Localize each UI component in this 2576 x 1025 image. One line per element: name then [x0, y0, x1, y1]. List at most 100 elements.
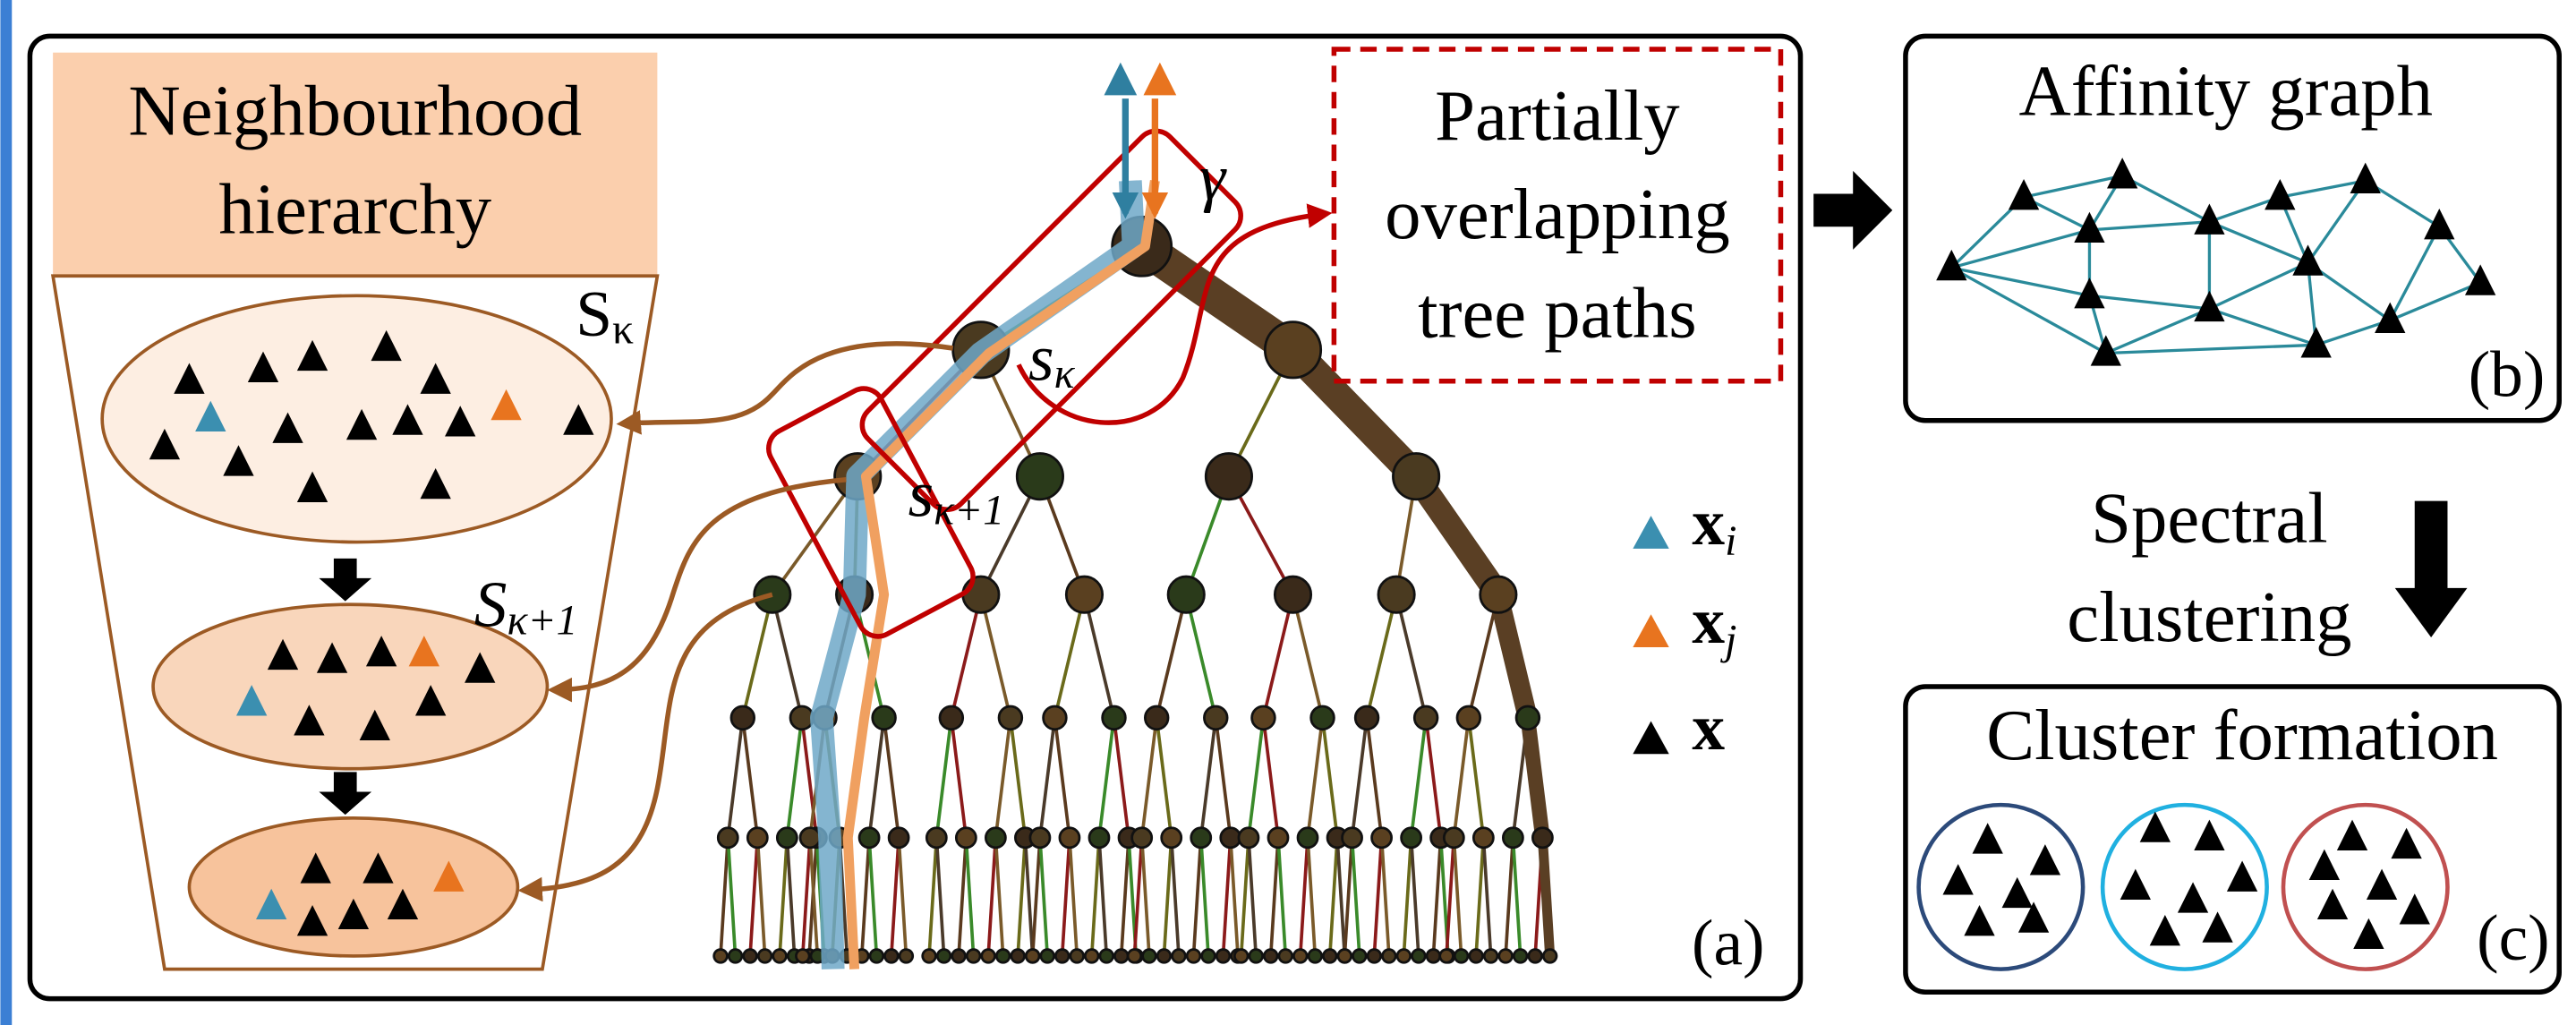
set-label: Sκ [576, 278, 634, 354]
tree-node [1114, 950, 1128, 963]
tree-node [1060, 828, 1079, 848]
tree-edge [1278, 838, 1285, 956]
symbol: S [576, 278, 612, 350]
point [2202, 911, 2232, 942]
graph-edge [1951, 268, 2105, 353]
symbol: S [474, 568, 508, 640]
point [2400, 893, 2430, 924]
tree-node [1503, 828, 1523, 848]
root-marker [1144, 63, 1177, 96]
tree-edge [1070, 838, 1077, 956]
tree-edge [995, 838, 1002, 956]
tree-edge [936, 718, 951, 838]
tree-node [1393, 453, 1438, 499]
tree-node [1191, 828, 1211, 848]
set-ellipse [189, 818, 517, 956]
tree-node [1157, 950, 1171, 963]
tree-edge [936, 838, 943, 956]
tree-edge [884, 718, 900, 838]
tree-edge [1374, 838, 1381, 956]
tree-node [1187, 950, 1200, 963]
graph-edge [2089, 295, 2209, 309]
tree-edge [1506, 838, 1513, 956]
tree-node [999, 706, 1022, 730]
tree-node [1309, 950, 1322, 963]
tree-node [790, 706, 814, 730]
tree-node [996, 950, 1010, 963]
legend-label: xi [1692, 486, 1736, 565]
tree-node [956, 828, 976, 848]
tree-edge [728, 838, 735, 956]
tree-edge [1092, 838, 1099, 956]
tree-edge [1323, 718, 1338, 838]
node-label: sκ+1 [908, 457, 1004, 534]
tree-edge [1040, 838, 1047, 956]
tree-edge [1454, 718, 1469, 838]
symbol: x [1692, 691, 1725, 764]
tree-edge [1337, 838, 1344, 956]
down-arrow [2395, 501, 2468, 637]
symbol: x [1692, 486, 1725, 559]
tree-edge [988, 838, 995, 956]
tree-node [873, 706, 896, 730]
tree-edge [1241, 838, 1249, 956]
path-xj [848, 181, 1155, 969]
paths-label: Partially [1435, 76, 1680, 156]
tree-edge [1040, 718, 1055, 838]
tree-node [1216, 950, 1230, 963]
tree-node [1041, 950, 1054, 963]
tree-node [1055, 950, 1069, 963]
tree-node [1066, 577, 1102, 612]
tree-edge [787, 838, 794, 956]
tree-edge [1011, 718, 1026, 838]
tree-node [1543, 950, 1557, 963]
tree-node [1011, 950, 1025, 963]
legend-marker [1633, 722, 1668, 755]
panel-tag: (a) [1692, 906, 1764, 978]
tree-node [870, 950, 883, 963]
tree-edge [929, 838, 936, 956]
tree-edge [1062, 838, 1070, 956]
tree-edge [721, 838, 728, 956]
tree-edge [1164, 838, 1171, 956]
tree-edge [1113, 718, 1129, 838]
tree-node [1100, 950, 1113, 963]
tree-node [1168, 577, 1204, 612]
tree-node [1103, 706, 1126, 730]
tree-node [982, 950, 995, 963]
tree-node [1311, 706, 1335, 730]
tree-node [800, 828, 820, 848]
legend-label: x [1692, 691, 1725, 764]
tree-edge [1367, 718, 1382, 838]
subscript: κ+1 [934, 486, 1004, 534]
tree-edge [1224, 838, 1231, 956]
tree-node [1352, 950, 1366, 963]
tree-node [1128, 950, 1141, 963]
tree-node [796, 950, 809, 963]
legend-label: xj [1692, 585, 1736, 663]
graph-edge [2390, 226, 2439, 320]
tree-node [1143, 950, 1156, 963]
tree-node [1026, 950, 1039, 963]
tree-edge [1469, 718, 1484, 838]
graph-edge [2089, 222, 2209, 230]
tree-edge [966, 838, 973, 956]
tree-edge [1412, 718, 1427, 838]
tree-edge [1271, 838, 1278, 956]
tree-node [1383, 950, 1396, 963]
tree-node [1402, 828, 1421, 848]
tree-node [885, 950, 899, 963]
panel-tag: (b) [2469, 338, 2546, 411]
tree-edge [1025, 838, 1032, 956]
tree-node [859, 828, 879, 848]
tree-edge [959, 838, 966, 956]
tree-node [1132, 828, 1152, 848]
tree-node [1412, 950, 1426, 963]
point [2194, 820, 2224, 850]
tree-node [1070, 950, 1084, 963]
tree-edge [757, 838, 764, 956]
tree-edge [1446, 838, 1454, 956]
tree-edge [1099, 718, 1114, 838]
tree-edge [1426, 718, 1441, 838]
point [1964, 905, 1994, 935]
